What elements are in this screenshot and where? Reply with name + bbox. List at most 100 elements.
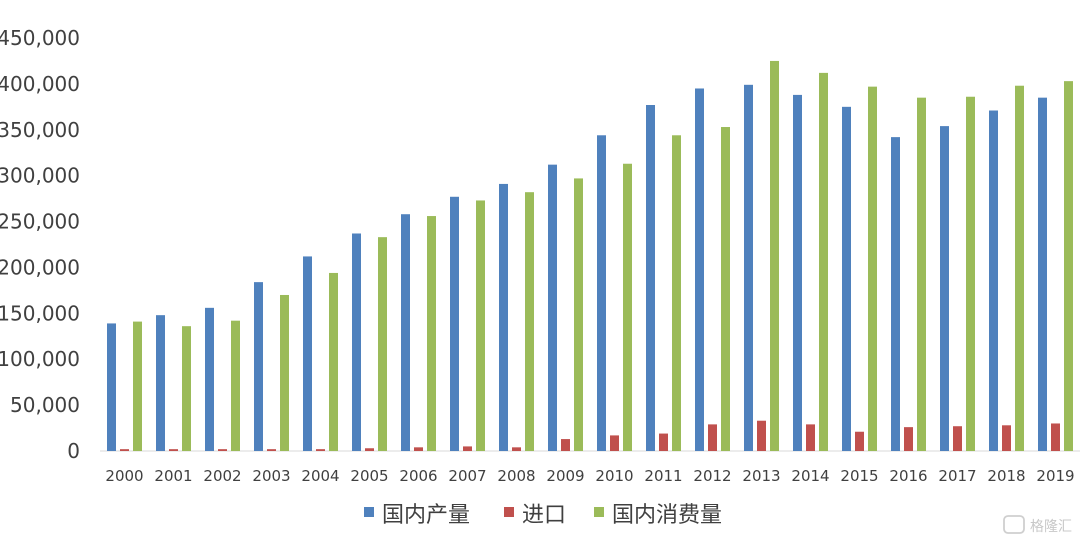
bar xyxy=(708,424,717,451)
bar xyxy=(205,307,214,451)
bar xyxy=(267,449,276,451)
bar xyxy=(574,178,583,452)
y-tick-label: 300,000 xyxy=(0,164,80,188)
y-tick-label: 100,000 xyxy=(0,347,80,371)
bar xyxy=(1051,423,1060,451)
bar xyxy=(721,127,730,452)
bar xyxy=(401,214,410,451)
x-tick-label: 2014 xyxy=(791,467,829,485)
bar xyxy=(450,196,459,451)
x-tick-label: 2010 xyxy=(595,467,633,485)
bar xyxy=(646,105,655,451)
bar xyxy=(365,448,374,451)
bar xyxy=(989,110,998,451)
bar xyxy=(806,424,815,451)
bar xyxy=(427,216,436,451)
y-tick-label: 400,000 xyxy=(0,72,80,96)
bar xyxy=(463,446,472,451)
bar xyxy=(107,323,116,451)
bar xyxy=(757,420,766,451)
bar xyxy=(329,272,338,451)
bar xyxy=(218,449,227,451)
bar xyxy=(182,326,191,451)
x-tick-label: 2017 xyxy=(938,467,976,485)
bar xyxy=(891,137,900,451)
bar xyxy=(770,60,779,451)
bar xyxy=(623,163,632,452)
bar xyxy=(525,192,534,451)
bar xyxy=(352,233,361,451)
bar xyxy=(953,426,962,451)
bar xyxy=(133,321,142,451)
bar xyxy=(378,237,387,451)
y-tick-label: 250,000 xyxy=(0,210,80,234)
x-tick-label: 2004 xyxy=(301,467,339,485)
x-tick-label: 2011 xyxy=(644,467,682,485)
y-axis: 0 50,000 100,000 150,000 200,000 250,000 300,0… xyxy=(0,26,80,463)
x-axis: 2000 2001 2002 2003 2004 2005 2006 2007 2008 2009… xyxy=(100,450,1080,485)
x-tick-label: 2013 xyxy=(742,467,780,485)
bar xyxy=(744,84,753,451)
bar xyxy=(659,433,668,451)
bar xyxy=(231,320,240,451)
bar xyxy=(512,447,521,451)
x-tick-label: 2003 xyxy=(252,467,290,485)
x-tick-label: 2016 xyxy=(889,467,927,485)
watermark-text: 格隆汇 xyxy=(1030,519,1072,535)
bar xyxy=(1038,97,1047,451)
y-tick-label: 450,000 xyxy=(0,26,80,50)
bar xyxy=(280,294,289,451)
bar xyxy=(1064,81,1073,451)
bar xyxy=(1015,85,1024,451)
bar xyxy=(499,183,508,451)
legend-label: 国内产量 xyxy=(382,503,470,528)
bar xyxy=(120,449,129,451)
x-tick-label: 2000 xyxy=(105,467,143,485)
bars xyxy=(107,60,1073,452)
bar xyxy=(793,94,802,452)
bar xyxy=(672,135,681,451)
bar xyxy=(966,96,975,452)
bar xyxy=(561,439,570,451)
bar xyxy=(917,97,926,451)
x-tick-label: 2005 xyxy=(350,467,388,485)
watermark: 格隆汇 xyxy=(1003,515,1072,535)
x-tick-label: 2002 xyxy=(203,467,241,485)
x-tick-label: 2006 xyxy=(399,467,437,485)
bar xyxy=(610,435,619,451)
bar xyxy=(169,449,178,451)
watermark-logo-icon xyxy=(1003,515,1025,534)
y-tick-label: 150,000 xyxy=(0,301,80,325)
bar xyxy=(597,135,606,451)
y-tick-label: 50,000 xyxy=(10,393,80,417)
bar xyxy=(1002,425,1011,451)
bar xyxy=(695,88,704,451)
bar xyxy=(548,164,557,451)
x-tick-label: 2001 xyxy=(154,467,192,485)
bar xyxy=(842,106,851,451)
bar xyxy=(254,282,263,451)
x-tick-label: 2018 xyxy=(987,467,1025,485)
bar xyxy=(868,86,877,451)
x-tick-label: 2008 xyxy=(497,467,535,485)
bar xyxy=(819,72,828,451)
bar xyxy=(904,427,913,451)
y-tick-label: 200,000 xyxy=(0,255,80,279)
bar xyxy=(156,315,165,451)
x-tick-label: 2009 xyxy=(546,467,584,485)
bar xyxy=(940,126,949,452)
bar xyxy=(316,449,325,451)
bar xyxy=(414,447,423,451)
bar xyxy=(855,431,864,451)
legend-swatch xyxy=(364,507,374,517)
legend-swatch xyxy=(594,507,604,517)
legend: 国内产量 进口 国内消费量 xyxy=(364,503,722,528)
y-tick-label: 0 xyxy=(67,439,80,463)
bar xyxy=(476,200,485,451)
x-tick-label: 2019 xyxy=(1036,467,1074,485)
bar xyxy=(303,256,312,451)
x-tick-label: 2007 xyxy=(448,467,486,485)
y-tick-label: 350,000 xyxy=(0,118,80,142)
